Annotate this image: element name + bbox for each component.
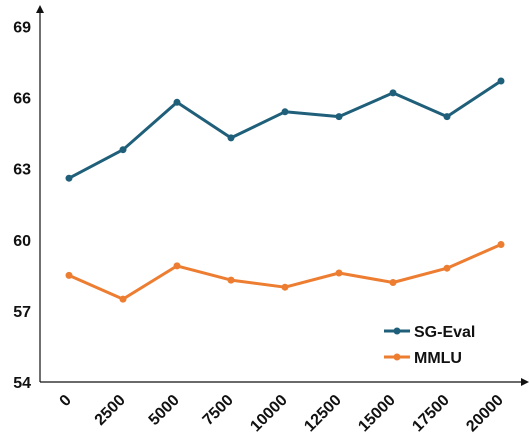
data-point-sg-eval xyxy=(65,174,73,182)
x-tick-label: 17500 xyxy=(409,392,453,436)
y-tick-label: 60 xyxy=(13,233,31,250)
x-tick-label: 2500 xyxy=(92,392,129,429)
legend-label-mmlu: MMLU xyxy=(414,350,462,367)
data-point-mmlu xyxy=(389,279,397,286)
y-axis-arrow xyxy=(36,5,44,13)
series-sg-eval xyxy=(65,77,505,182)
data-point-sg-eval xyxy=(335,113,343,121)
data-point-sg-eval xyxy=(281,108,289,116)
y-tick-label: 57 xyxy=(13,304,31,321)
data-point-sg-eval xyxy=(497,77,505,85)
legend-label-sg-eval: SG-Eval xyxy=(414,324,475,341)
series-layer xyxy=(65,77,505,303)
x-tick-labels: 0 2500 5000 7500 10000 12500 15000 17500 20000 xyxy=(57,392,507,436)
data-point-mmlu xyxy=(173,262,181,270)
x-tick-label: 10000 xyxy=(247,392,291,436)
x-tick-label: 0 xyxy=(57,392,75,410)
series-line-mmlu xyxy=(67,243,503,301)
data-point-mmlu xyxy=(119,295,127,303)
data-point-mmlu xyxy=(227,276,235,284)
data-point-mmlu xyxy=(65,271,73,279)
data-point-sg-eval xyxy=(389,89,397,97)
x-axis-arrow xyxy=(521,378,529,386)
legend-item-mmlu: MMLU xyxy=(384,350,462,367)
x-tick-label: 5000 xyxy=(146,392,183,429)
x-tick-label: 7500 xyxy=(200,392,237,429)
y-tick-label: 54 xyxy=(13,375,31,392)
y-tick-labels: 54 57 60 63 66 69 xyxy=(13,20,31,393)
series-mmlu xyxy=(65,241,505,303)
y-tick-label: 66 xyxy=(13,91,31,108)
legend-marker-mmlu xyxy=(393,353,401,361)
data-point-mmlu xyxy=(443,264,451,272)
y-tick-label: 69 xyxy=(13,20,31,37)
y-tick-label: 63 xyxy=(13,162,31,179)
data-point-mmlu xyxy=(281,283,289,291)
x-tick-label: 12500 xyxy=(301,392,345,436)
data-point-sg-eval xyxy=(119,146,127,154)
data-point-sg-eval xyxy=(173,98,181,106)
legend-marker-sg-eval xyxy=(393,327,401,335)
data-point-mmlu xyxy=(497,241,505,248)
series-line-sg-eval xyxy=(67,79,503,180)
data-point-sg-eval xyxy=(227,134,235,142)
data-point-sg-eval xyxy=(443,113,451,121)
x-tick-label: 20000 xyxy=(463,392,507,436)
data-point-mmlu xyxy=(335,269,343,277)
x-tick-label: 15000 xyxy=(355,392,399,436)
legend-item-sg-eval: SG-Eval xyxy=(384,324,475,341)
legend: SG-Eval MMLU xyxy=(384,324,475,367)
